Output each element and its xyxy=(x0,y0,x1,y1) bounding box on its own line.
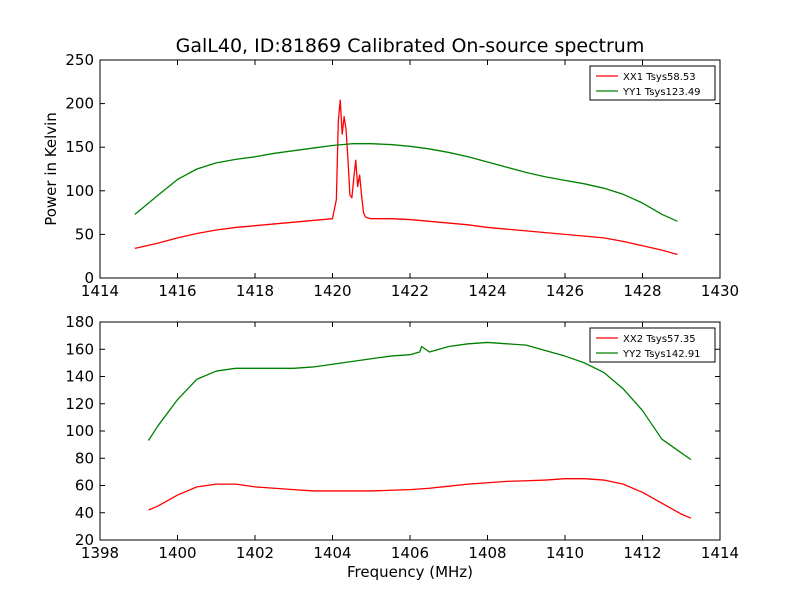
bottom-chart: Frequency (MHz) 1398 1400 1402 1404 1406 1408… xyxy=(65,313,739,581)
series-line-1 xyxy=(134,99,678,256)
x-tick-label: 1414 xyxy=(81,282,119,300)
top-chart: GalL40, ID:81869 Calibrated On-source sp… xyxy=(42,35,739,300)
y-axis-label: Power in Kelvin xyxy=(42,112,60,226)
legend-label-1: XX1 Tsys58.53 xyxy=(623,72,696,83)
y-tick-label: 250 xyxy=(65,51,94,69)
y-tick-label: 20 xyxy=(75,531,94,549)
x-tick-label: 1430 xyxy=(701,282,739,300)
x-axis-label: Frequency (MHz) xyxy=(347,563,473,581)
y-tick-label: 140 xyxy=(65,368,94,386)
x-tick-label: 1414 xyxy=(701,544,739,562)
y-tick-label: 80 xyxy=(75,449,94,467)
y-tick-label: 0 xyxy=(84,269,94,287)
y-tick-label: 180 xyxy=(65,313,94,331)
y-tick-label: 150 xyxy=(65,138,94,156)
legend-box xyxy=(589,65,716,101)
x-tick-label: 1404 xyxy=(313,544,351,562)
y-tick-label: 50 xyxy=(75,225,94,243)
y-tick-label: 40 xyxy=(75,504,94,522)
x-tick-label: 1406 xyxy=(391,544,429,562)
x-tick-label: 1426 xyxy=(546,282,584,300)
legend-label-2: YY1 Tsys123.49 xyxy=(622,87,701,98)
series-line-2 xyxy=(134,143,678,222)
legend-label-1: XX2 Tsys57.35 xyxy=(623,334,696,345)
legend-box xyxy=(589,327,716,363)
series-line-1 xyxy=(148,478,692,519)
y-tick-label: 100 xyxy=(65,182,94,200)
series-line-2 xyxy=(147,341,692,461)
x-tick-label: 1416 xyxy=(158,282,196,300)
x-tick-label: 1408 xyxy=(468,544,506,562)
x-tick-label: 1420 xyxy=(313,282,351,300)
x-tick-label: 1412 xyxy=(623,544,661,562)
x-tick-label: 1424 xyxy=(468,282,506,300)
x-tick-label: 1398 xyxy=(81,544,119,562)
x-tick-label: 1428 xyxy=(623,282,661,300)
chart-title: GalL40, ID:81869 Calibrated On-source sp… xyxy=(176,35,645,57)
x-tick-label: 1422 xyxy=(391,282,429,300)
legend-label-2: YY2 Tsys142.91 xyxy=(622,349,701,360)
x-tick-label: 1402 xyxy=(236,544,274,562)
y-tick-label: 100 xyxy=(65,422,94,440)
y-tick-label: 120 xyxy=(65,395,94,413)
x-tick-label: 1410 xyxy=(546,544,584,562)
y-tick-label: 160 xyxy=(65,340,94,358)
x-tick-label: 1400 xyxy=(158,544,196,562)
x-tick-label: 1418 xyxy=(236,282,274,300)
y-tick-label: 200 xyxy=(65,95,94,113)
y-tick-label: 60 xyxy=(75,477,94,495)
